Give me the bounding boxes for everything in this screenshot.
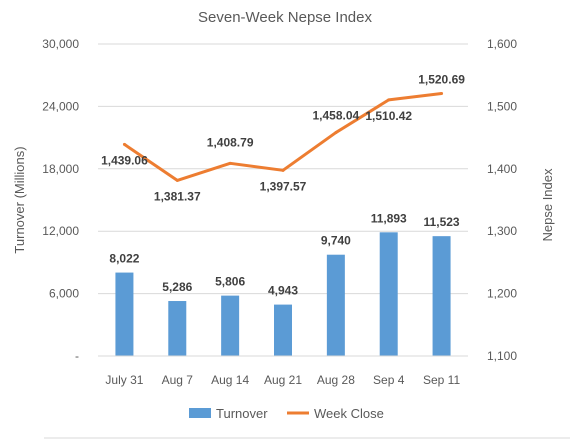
legend: Turnover Week Close	[189, 406, 384, 421]
left-tick-label: 24,000	[42, 99, 79, 113]
turnover-data-label: 4,943	[268, 284, 298, 298]
left-tick-label: 6,000	[49, 287, 79, 301]
turnover-data-label: 9,740	[321, 234, 351, 248]
turnover-bars	[115, 232, 451, 356]
legend-week-close-label: Week Close	[314, 406, 384, 421]
turnover-data-label: 11,893	[371, 211, 407, 225]
week-close-data-label: 1,439.06	[101, 153, 148, 167]
week-close-point	[281, 168, 285, 172]
right-tick-label: 1,200	[487, 287, 517, 301]
legend-turnover-swatch	[189, 408, 211, 418]
week-close-point	[122, 142, 126, 146]
week-close-data-label: 1,397.57	[260, 179, 307, 193]
right-axis-title: Nepse Index	[540, 168, 555, 241]
week-close-data-label: 1,458.04	[312, 109, 359, 123]
legend-turnover-label: Turnover	[216, 406, 268, 421]
axes: - 6,000 12,000 18,000 24,000 30,000 1,100 1,200…	[42, 37, 517, 387]
chart-title: Seven-Week Nepse Index	[198, 9, 372, 26]
week-close-point	[440, 91, 444, 95]
week-close-data-label: 1,510.42	[365, 109, 412, 123]
category-label: Sep 11	[423, 373, 460, 387]
right-tick-label: 1,300	[487, 224, 517, 238]
turnover-data-label: 5,806	[215, 275, 245, 289]
turnover-data-label: 8,022	[109, 252, 139, 266]
week-close-data-label: 1,381.37	[154, 189, 201, 203]
category-label: Aug 7	[162, 373, 194, 387]
right-tick-label: 1,400	[487, 162, 517, 176]
category-label: Aug 28	[317, 373, 355, 387]
left-tick-label: 18,000	[42, 162, 79, 176]
turnover-bar	[326, 254, 345, 356]
week-close-data-label: 1,520.69	[418, 72, 465, 86]
left-tick-label: 30,000	[42, 37, 79, 51]
turnover-bar	[115, 272, 134, 356]
category-label: Aug 21	[264, 373, 302, 387]
turnover-data-label: 5,286	[162, 280, 192, 294]
left-axis-title: Turnover (Millions)	[12, 146, 27, 253]
turnover-bar	[274, 304, 292, 356]
turnover-bar	[432, 236, 451, 356]
turnover-bar	[168, 301, 187, 356]
category-label: July 31	[105, 373, 143, 387]
data-labels: 8,022 5,286 5,806 4,943 9,740 11,893 11,523 1,4…	[101, 72, 465, 297]
right-tick-label: 1,600	[487, 37, 517, 51]
week-close-point	[387, 98, 391, 102]
week-close-data-label: 1,408.79	[207, 135, 254, 149]
right-tick-label: 1,500	[487, 99, 517, 113]
turnover-bar	[221, 295, 240, 356]
right-tick-label: 1,100	[487, 349, 517, 363]
week-close-line	[122, 91, 444, 182]
left-tick-label: -	[75, 349, 79, 363]
turnover-data-label: 11,523	[424, 215, 460, 229]
turnover-bar	[379, 232, 398, 356]
left-tick-label: 12,000	[42, 224, 79, 238]
week-close-point	[334, 131, 338, 135]
category-label: Sep 4	[373, 373, 405, 387]
week-close-point	[228, 161, 232, 165]
category-label: Aug 14	[211, 373, 249, 387]
week-close-point	[175, 178, 179, 182]
